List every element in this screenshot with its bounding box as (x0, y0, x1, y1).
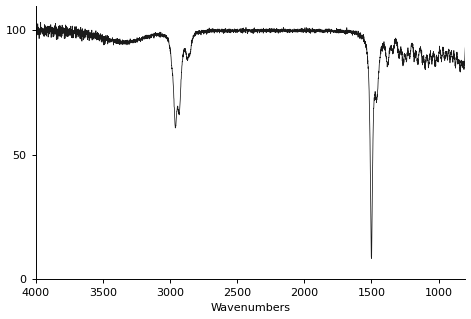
X-axis label: Wavenumbers: Wavenumbers (211, 303, 291, 314)
